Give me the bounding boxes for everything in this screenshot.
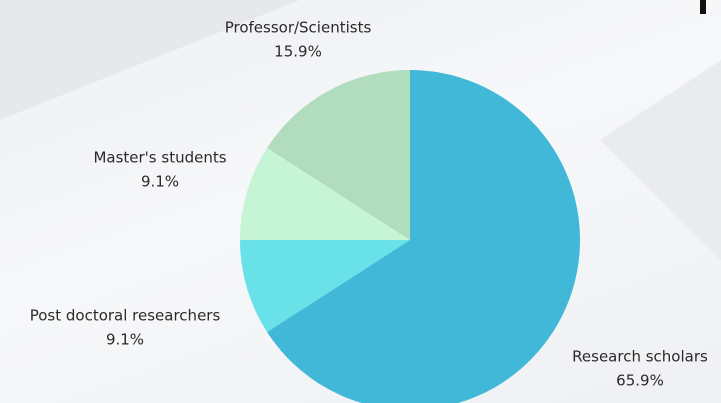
slice-value-label: 9.1% xyxy=(106,331,144,349)
slice-value-label: 15.9% xyxy=(274,43,322,61)
slice-label: Master's students xyxy=(93,149,226,167)
slice-value-label: 65.9% xyxy=(616,372,664,390)
slice-label: Research scholars xyxy=(572,348,708,366)
pie-slice xyxy=(267,70,410,240)
cropped-text xyxy=(700,0,706,14)
pie-slice xyxy=(240,240,410,332)
slice-label: Professor/Scientists xyxy=(225,19,372,37)
pie-slice xyxy=(267,70,580,403)
background-shape xyxy=(0,0,300,120)
pie-slice xyxy=(240,148,410,240)
slice-value-label: 9.1% xyxy=(141,173,179,191)
slice-label: Post doctoral researchers xyxy=(30,307,221,325)
background-shape xyxy=(600,60,721,260)
